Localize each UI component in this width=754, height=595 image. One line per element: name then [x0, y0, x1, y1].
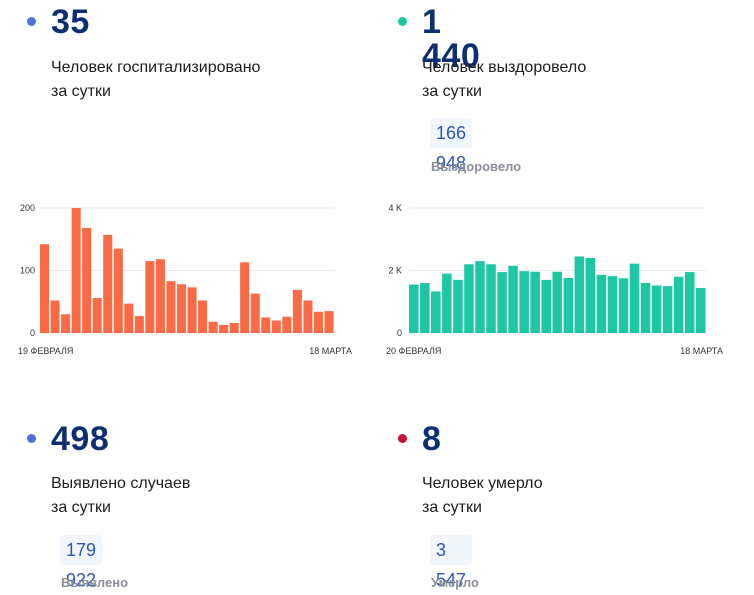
x-start-label: 19 ФЕВРАЛЯ: [18, 346, 73, 356]
bar: [282, 316, 292, 333]
bar: [475, 261, 485, 334]
recovered-total-label: Выздоровело: [431, 159, 522, 174]
bar: [71, 208, 81, 333]
bar: [695, 288, 706, 333]
died-desc-line2: за сутки: [422, 499, 482, 516]
y-tick-label: 2 K: [388, 266, 402, 276]
recovered-desc-line2: за сутки: [422, 83, 482, 100]
bar: [103, 234, 113, 334]
bar: [420, 283, 430, 333]
hospitalized-desc-line2: за сутки: [51, 83, 111, 100]
bar: [596, 274, 607, 334]
bar: [292, 289, 302, 334]
bar: [541, 279, 551, 334]
bar: [229, 323, 239, 333]
died-description: Человек умерло за сутки: [422, 472, 702, 520]
bar: [497, 272, 507, 333]
hospitalized-desc-line1: Человек госпитализировано: [51, 59, 261, 76]
died-desc-line1: Человек умерло: [422, 475, 543, 492]
recovered-value: 1 440: [422, 3, 481, 75]
bar: [519, 271, 529, 334]
y-tick-label: 200: [20, 203, 35, 213]
bar: [409, 284, 419, 333]
bar: [166, 281, 176, 334]
bar: [145, 261, 155, 334]
x-end-label: 18 МАРТА: [680, 346, 723, 356]
recovered-desc-line1: Человек выздоровело: [422, 59, 587, 76]
bar: [574, 256, 585, 333]
detected-dot: [27, 434, 36, 443]
bar: [187, 287, 197, 334]
bar: [563, 278, 574, 333]
y-tick-label: 4 K: [388, 203, 402, 213]
bar: [240, 262, 250, 334]
bar: [618, 278, 629, 333]
recovered-chart: 0 2 K 4 K 20 ФЕВРАЛЯ 18 МАРТА: [386, 203, 723, 356]
bar: [552, 271, 563, 333]
bar: [250, 293, 260, 334]
bar: [453, 279, 463, 334]
bar: [464, 264, 474, 333]
bar: [442, 273, 452, 334]
died-dot: [398, 434, 407, 443]
hospitalized-dot: [27, 17, 36, 26]
bar: [530, 271, 540, 333]
bar: [607, 276, 618, 334]
bar: [486, 264, 496, 333]
detected-desc-line2: за сутки: [51, 499, 111, 516]
bar: [208, 321, 218, 333]
detected-value: 498: [51, 420, 110, 458]
bar: [61, 314, 71, 333]
detected-desc-line1: Выявлено случаев: [51, 475, 191, 492]
hospitalized-value: 35: [51, 3, 90, 41]
hospitalized-description: Человек госпитализировано за сутки: [51, 56, 331, 104]
bar: [50, 300, 60, 333]
died-total-badge: 3 547: [430, 535, 473, 590]
y-tick-label: 0: [397, 328, 402, 338]
bar: [629, 263, 640, 334]
bar: [219, 324, 229, 334]
bar: [508, 265, 518, 333]
bar: [134, 316, 144, 334]
recovered-total-badge: 166 948: [430, 118, 473, 173]
hospitalized-chart: 0 100 200 19 ФЕВРАЛЯ 18 МАРТА: [18, 203, 352, 356]
y-tick-label: 0: [30, 328, 35, 338]
bar: [684, 272, 695, 333]
bar: [40, 244, 50, 333]
bar: [313, 311, 323, 333]
bar: [640, 283, 651, 333]
y-tick-label: 100: [20, 266, 35, 276]
bar: [651, 285, 662, 333]
bar: [124, 303, 134, 334]
bar: [673, 276, 684, 333]
bar: [261, 317, 271, 334]
died-value: 8: [422, 420, 442, 458]
bar: [585, 258, 596, 333]
x-start-label: 20 ФЕВРАЛЯ: [386, 346, 441, 356]
bar: [198, 300, 208, 333]
bar: [271, 320, 281, 333]
bar: [324, 311, 334, 334]
bar: [662, 286, 673, 334]
bar: [431, 291, 441, 333]
detected-total-label: Выявлено: [61, 575, 129, 590]
x-end-label: 18 МАРТА: [309, 346, 352, 356]
died-total-label: Умерло: [431, 575, 479, 590]
recovered-dot: [398, 17, 407, 26]
detected-description: Выявлено случаев за сутки: [51, 472, 331, 520]
recovered-description: Человек выздоровело за сутки: [422, 56, 702, 104]
bar: [92, 298, 102, 333]
detected-total-badge: 179 922: [60, 535, 103, 590]
bar: [303, 300, 313, 333]
bar: [82, 228, 92, 333]
bar: [176, 284, 186, 333]
bar: [155, 259, 165, 333]
bar: [113, 248, 123, 334]
